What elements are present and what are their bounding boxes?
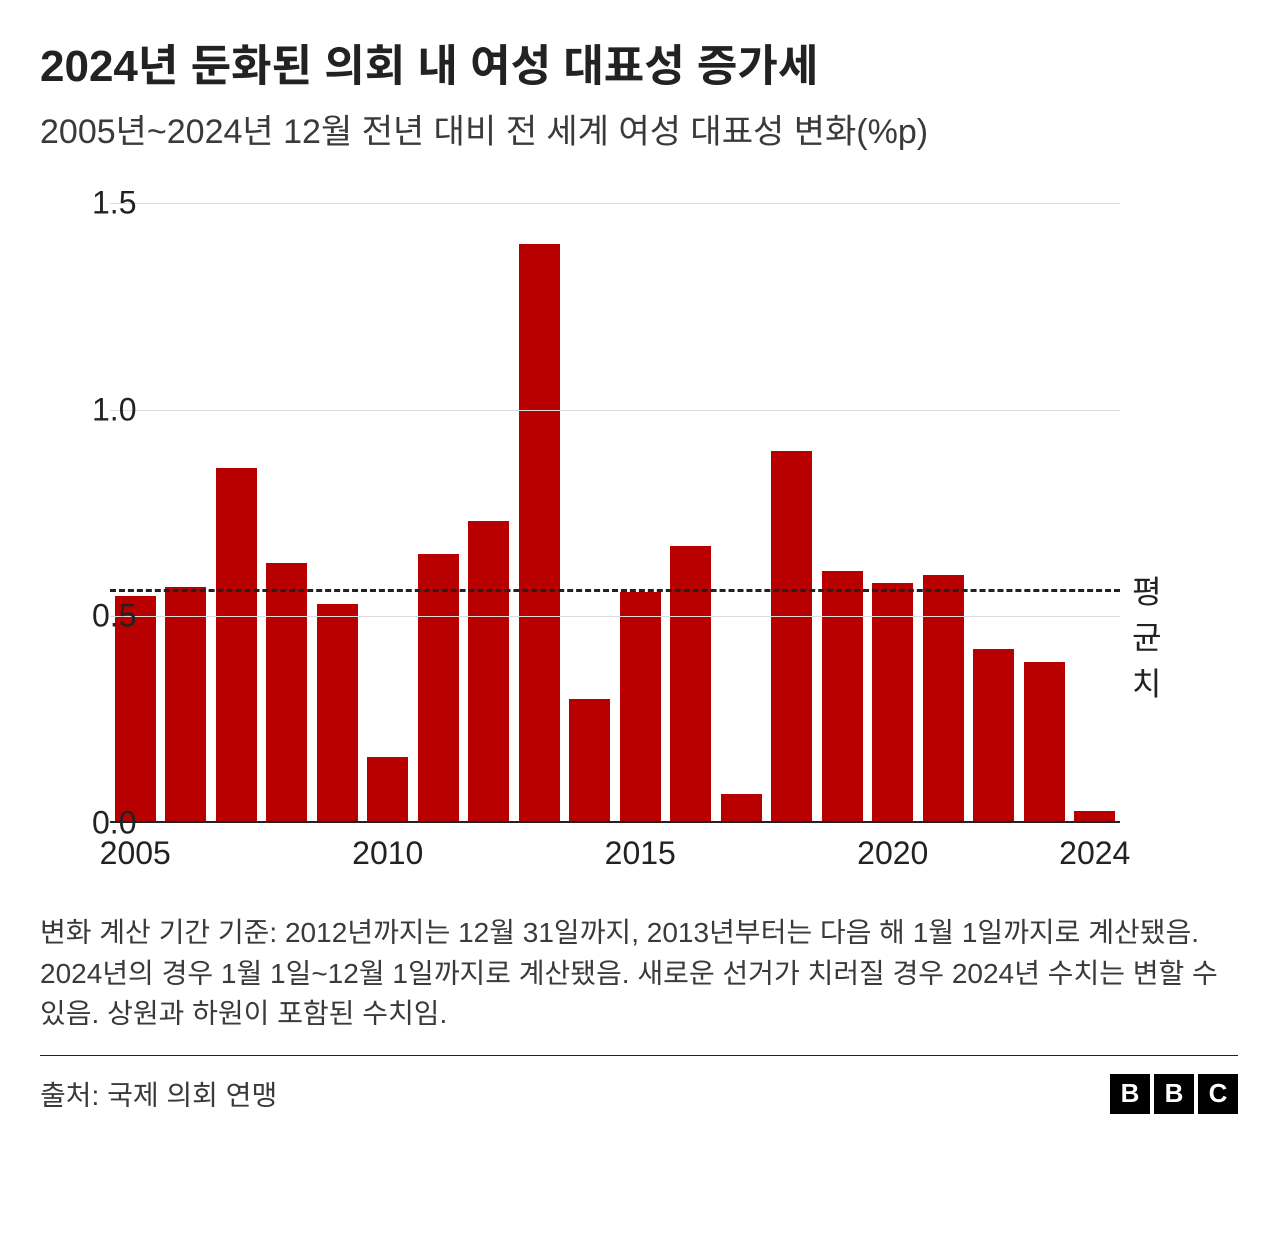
x-tick-label: 2024 <box>1059 835 1130 872</box>
bbc-logo-box: B <box>1154 1074 1194 1114</box>
bar <box>721 794 762 823</box>
bar <box>923 575 964 823</box>
bars-group <box>110 203 1120 823</box>
average-label: 평균치 <box>1132 567 1161 705</box>
x-tick-label: 2005 <box>100 835 171 872</box>
chart-area: 0.00.51.01.5평균치20052010201520202024 <box>40 203 1230 883</box>
bar <box>822 571 863 823</box>
y-tick-label: 1.5 <box>92 185 160 222</box>
bar <box>165 587 206 823</box>
plot-region: 0.00.51.01.5평균치20052010201520202024 <box>110 203 1120 823</box>
bar <box>418 554 459 823</box>
bar <box>872 583 913 823</box>
chart-subtitle: 2005년~2024년 12월 전년 대비 전 세계 여성 대표성 변화(%p) <box>40 104 1238 153</box>
source-label: 출처: 국제 의회 연맹 <box>40 1074 277 1114</box>
x-tick-label: 2010 <box>352 835 423 872</box>
bar <box>468 521 509 823</box>
footer: 출처: 국제 의회 연맹 B B C <box>40 1055 1238 1114</box>
bar <box>367 757 408 823</box>
gridline <box>110 203 1120 204</box>
average-line <box>110 589 1120 592</box>
gridline <box>110 616 1120 617</box>
bar <box>1024 662 1065 823</box>
gridline <box>110 410 1120 411</box>
bar <box>670 546 711 823</box>
bar <box>317 604 358 823</box>
chart-title: 2024년 둔화된 의회 내 여성 대표성 증가세 <box>40 30 1238 94</box>
bar <box>216 468 257 823</box>
x-axis-baseline <box>110 821 1120 823</box>
bbc-logo-box: C <box>1198 1074 1238 1114</box>
x-tick-label: 2020 <box>857 835 928 872</box>
bar <box>266 563 307 823</box>
y-tick-label: 1.0 <box>92 391 160 428</box>
bbc-logo-box: B <box>1110 1074 1150 1114</box>
chart-footnote: 변화 계산 기간 기준: 2012년까지는 12월 31일까지, 2013년부터… <box>40 913 1238 1035</box>
bbc-logo: B B C <box>1110 1074 1238 1114</box>
y-tick-label: 0.5 <box>92 598 160 635</box>
bar <box>569 699 610 823</box>
bar <box>519 244 560 823</box>
chart-container: 2024년 둔화된 의회 내 여성 대표성 증가세 2005년~2024년 12… <box>0 0 1278 1134</box>
bar <box>771 451 812 823</box>
x-tick-label: 2015 <box>605 835 676 872</box>
bar <box>620 592 661 823</box>
bar <box>973 649 1014 823</box>
